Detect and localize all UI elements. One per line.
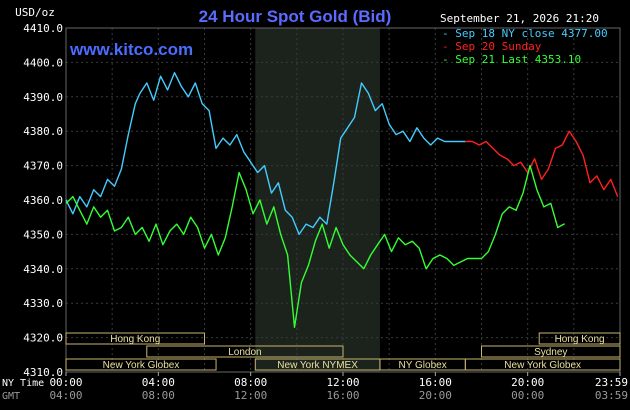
y-tick-label: 4370.0: [23, 160, 63, 173]
time-axis-name: NY Time: [2, 378, 44, 389]
session-label: NY Globex: [399, 360, 447, 371]
time-tick-label: 08:00: [142, 389, 175, 402]
time-tick-label: 16:00: [326, 389, 359, 402]
y-tick-label: 4380.0: [23, 125, 63, 138]
series-line: [65, 164, 565, 328]
chart-timestamp: September 21, 2026 21:20: [440, 12, 599, 25]
session-label: New York NYMEX: [277, 360, 358, 371]
y-tick-label: 4390.0: [23, 91, 63, 104]
time-tick-label: 04:00: [49, 389, 82, 402]
y-tick-label: 4350.0: [23, 228, 63, 241]
time-axes: NY Time 00:00 04:00 08:00 12:00 16:00 20:00 23:…: [2, 372, 628, 402]
y-tick-label: 4400.0: [23, 56, 63, 69]
time-tick-label: 12:00: [326, 376, 359, 389]
session-label: London: [228, 347, 261, 358]
series-line: [465, 130, 619, 197]
legend-entry: - Sep 18 NY close 4377.00: [442, 27, 608, 40]
session-bar: [464, 358, 621, 371]
time-tick-label: 08:00: [234, 376, 267, 389]
time-tick-label: 16:00: [419, 376, 452, 389]
y-tick-label: 4410.0: [23, 22, 63, 35]
legend-entry: - Sep 20 Sunday: [442, 40, 542, 53]
trading-sessions: Hong Kong London New York Globex New York N…: [65, 332, 621, 371]
time-tick-label: 04:00: [142, 376, 175, 389]
time-tick-label: 23:59: [595, 376, 628, 389]
session-bar: [146, 345, 344, 358]
y-tick-label: 4310.0: [23, 366, 63, 379]
time-tick-label: 20:00: [511, 376, 544, 389]
watermark: www.kitco.com: [69, 40, 193, 59]
y-tick-label: 4360.0: [23, 194, 63, 207]
chart-title: 24 Hour Spot Gold (Bid): [199, 7, 392, 26]
session-bar: [65, 358, 217, 371]
unit-label: USD/oz: [15, 6, 55, 19]
time-tick-label: 20:00: [419, 389, 452, 402]
y-tick-label: 4340.0: [23, 263, 63, 276]
session-bar: [538, 332, 621, 345]
session-bar: [65, 332, 205, 345]
y-tick-label: 4330.0: [23, 297, 63, 310]
time-tick-label: 00:00: [511, 389, 544, 402]
time-axis-name: GMT: [2, 391, 20, 402]
session-label: New York Globex: [103, 360, 180, 371]
y-tick-label: 4320.0: [23, 332, 63, 345]
session-label: New York Globex: [504, 360, 581, 371]
time-tick-label: 00:00: [49, 376, 82, 389]
chart-legend: - Sep 18 NY close 4377.00- Sep 20 Sunday…: [442, 27, 608, 66]
time-tick-label: 12:00: [234, 389, 267, 402]
price-series: [65, 71, 619, 328]
session-label: Hong Kong: [110, 334, 160, 345]
session-label: Sydney: [534, 347, 567, 358]
legend-entry: - Sep 21 Last 4353.10: [442, 53, 581, 66]
time-tick-label: 03:59: [595, 389, 628, 402]
session-bar: [481, 345, 621, 358]
y-tick-labels: 4410.0 4400.0 4390.0 4380.0 4370.0 4360.0 4350…: [23, 22, 63, 379]
series-line: [65, 71, 466, 236]
session-label: Hong Kong: [555, 334, 605, 345]
